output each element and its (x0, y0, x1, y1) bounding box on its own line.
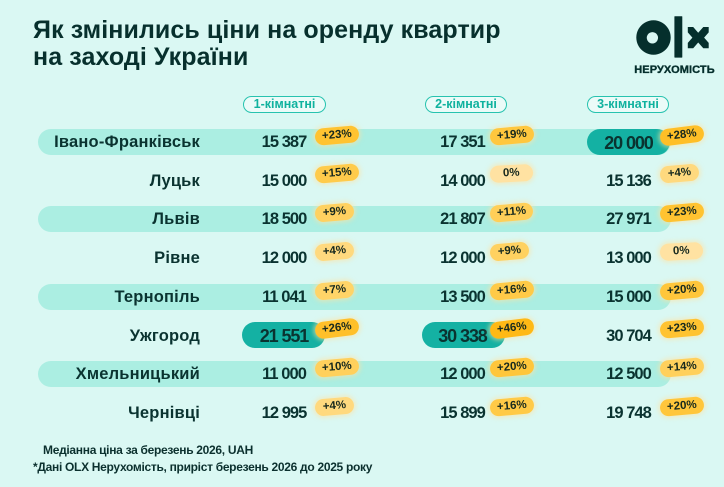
svg-text:НЕРУХОМІСТЬ: НЕРУХОМІСТЬ (634, 64, 715, 76)
